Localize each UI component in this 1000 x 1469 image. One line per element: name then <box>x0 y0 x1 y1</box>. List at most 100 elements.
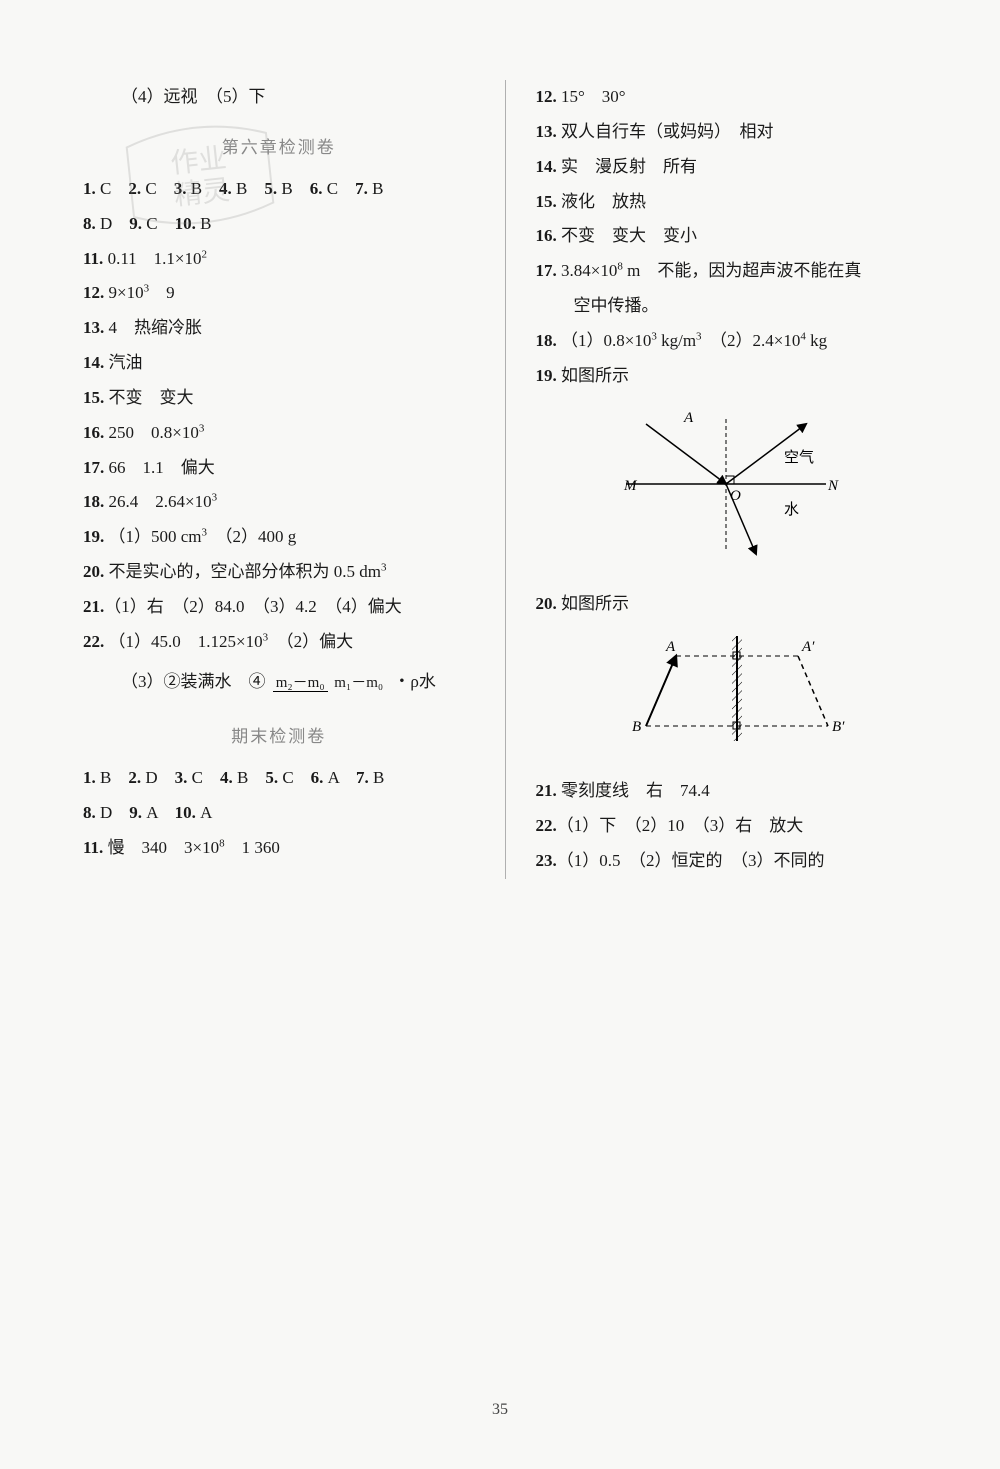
answer-line: 17. 3.84×108 m 不能，因为超声波不能在真 <box>536 254 928 289</box>
answer-text: （3）②装满水 ④ <box>121 672 266 691</box>
page-content: （4）远视 （5）下 第六章检测卷 1. C 2. C 3. B 4. B 5.… <box>0 0 1000 919</box>
answer-text: 如图所示 <box>561 594 629 613</box>
numerator: m₂－m₀ <box>273 675 328 692</box>
label-a: A <box>665 639 676 655</box>
mc-answer: D <box>145 768 157 787</box>
answer-line: 11. 0.11 1.1×102 <box>83 242 475 277</box>
q-number: 12. <box>83 283 104 302</box>
answer-text: （1）下 （2）10 （3）右 放大 <box>557 816 804 835</box>
answer-line: 20. 不是实心的，空心部分体积为 0.5 dm3 <box>83 555 475 590</box>
mc-answer: C <box>100 179 111 198</box>
answer-text: 零刻度线 右 74.4 <box>561 781 710 800</box>
mc-answer: C <box>327 179 338 198</box>
q-number: 14. <box>83 353 109 372</box>
q-number: 5. <box>265 768 282 787</box>
q-number: 9. <box>129 803 146 822</box>
answer-text: 如图所示 <box>561 366 629 385</box>
section-heading: 期末检测卷 <box>83 722 475 747</box>
q-number: 15. <box>536 192 562 211</box>
answer-line: （4）远视 （5）下 <box>83 80 475 115</box>
label-water: 水 <box>784 501 799 518</box>
mc-answer: B <box>100 768 111 787</box>
answer-line: 12. 9×103 9 <box>83 276 475 311</box>
mc-answer: D <box>100 803 112 822</box>
q-number: 5. <box>264 179 281 198</box>
label-o: O <box>730 488 741 504</box>
answer-text: 不是实心的，空心部分体积为 0.5 dm <box>109 562 381 581</box>
answer-text: （1）45.0 1.125×10 <box>109 632 263 651</box>
mc-answer: B <box>372 179 383 198</box>
q-number: 16. <box>536 226 562 245</box>
answer-text: 9×10 <box>109 283 144 302</box>
q-number: 4. <box>220 768 237 787</box>
q-number: 2. <box>128 768 145 787</box>
answer-text: （1）右 （2）84.0 （3）4.2 （4）偏大 <box>104 597 402 616</box>
label-a-prime: A′ <box>801 639 815 655</box>
mc-row: 1. C 2. C 3. B 4. B 5. B 6. C 7. B <box>83 172 475 207</box>
answer-line: 15. 液化 放热 <box>536 185 928 220</box>
q-number: 3. <box>175 768 192 787</box>
answer-text: 1 360 <box>225 838 280 857</box>
answer-text: （1）0.8×10 <box>561 331 651 350</box>
q-number: 21. <box>536 781 562 800</box>
q-number: 17. <box>536 261 557 280</box>
answer-line: 19. （1）500 cm3 （2）400 g <box>83 520 475 555</box>
q-number: 11. <box>83 838 103 857</box>
mc-answer: D <box>100 214 112 233</box>
answer-text: 不变 变大 <box>109 388 194 407</box>
q-number: 2. <box>128 179 145 198</box>
q-number: 13. <box>83 318 109 337</box>
mc-row: 1. B 2. D 3. C 4. B 5. C 6. A 7. B <box>83 761 475 796</box>
answer-line: 21. 零刻度线 右 74.4 <box>536 774 928 809</box>
answer-text: （2）400 g <box>207 527 296 546</box>
q-number: 3. <box>174 179 191 198</box>
q-number: 22. <box>83 632 104 651</box>
figure-mirror: A A′ B B′ <box>606 631 928 756</box>
answer-line: 17. 66 1.1 偏大 <box>83 451 475 486</box>
mc-row: 8. D 9. C 10. B <box>83 207 475 242</box>
answer-line: 23.（1）0.5 （2）恒定的 （3）不同的 <box>536 844 928 879</box>
q-number: 14. <box>536 157 562 176</box>
mc-answer: B <box>281 179 292 198</box>
q-number: 19. <box>83 527 104 546</box>
mc-answer: B <box>200 214 211 233</box>
label-n: N <box>827 478 839 494</box>
answer-line: 22. （1）45.0 1.125×103 （2）偏大 <box>83 625 475 660</box>
figure-refraction: A M N O 空气 水 <box>606 404 928 569</box>
exponent: 2 <box>202 248 208 260</box>
answer-line: 空中传播。 <box>536 289 928 324</box>
answer-text: （2）偏大 <box>268 632 353 651</box>
q-number: 13. <box>536 122 562 141</box>
q-number: 7. <box>356 768 373 787</box>
q-number: 11. <box>83 249 103 268</box>
denominator: m₁－m₀ <box>331 675 386 691</box>
answer-text: kg <box>806 331 827 350</box>
answer-text: 15° 30° <box>561 87 626 106</box>
label-b-prime: B′ <box>832 719 845 735</box>
answer-text: 慢 340 3×10 <box>108 838 220 857</box>
answer-line: 14. 汽油 <box>83 346 475 381</box>
q-number: 9. <box>129 214 146 233</box>
answer-text: 双人自行车（或妈妈） 相对 <box>561 122 774 141</box>
q-number: 20. <box>83 562 104 581</box>
q-number: 6. <box>310 179 327 198</box>
q-number: 23. <box>536 851 557 870</box>
answer-line: 21.（1）右 （2）84.0 （3）4.2 （4）偏大 <box>83 590 475 625</box>
label-b: B <box>632 719 641 735</box>
q-number: 1. <box>83 768 100 787</box>
mc-answer: A <box>200 803 211 822</box>
label-m: M <box>623 478 638 494</box>
mc-answer: A <box>146 803 157 822</box>
answer-text: 液化 放热 <box>561 192 646 211</box>
answer-text: 250 0.8×10 <box>109 423 199 442</box>
answer-text: 9 <box>149 283 175 302</box>
mc-answer: C <box>145 179 156 198</box>
q-number: 20. <box>536 594 562 613</box>
q-number: 18. <box>536 331 557 350</box>
answer-line: 19. 如图所示 <box>536 359 928 394</box>
mc-row: 8. D 9. A 10. A <box>83 796 475 831</box>
q-number: 4. <box>219 179 236 198</box>
answer-text: m 不能，因为超声波不能在真 <box>623 261 861 280</box>
exponent: 3 <box>199 422 205 434</box>
answer-line: 13. 双人自行车（或妈妈） 相对 <box>536 115 928 150</box>
